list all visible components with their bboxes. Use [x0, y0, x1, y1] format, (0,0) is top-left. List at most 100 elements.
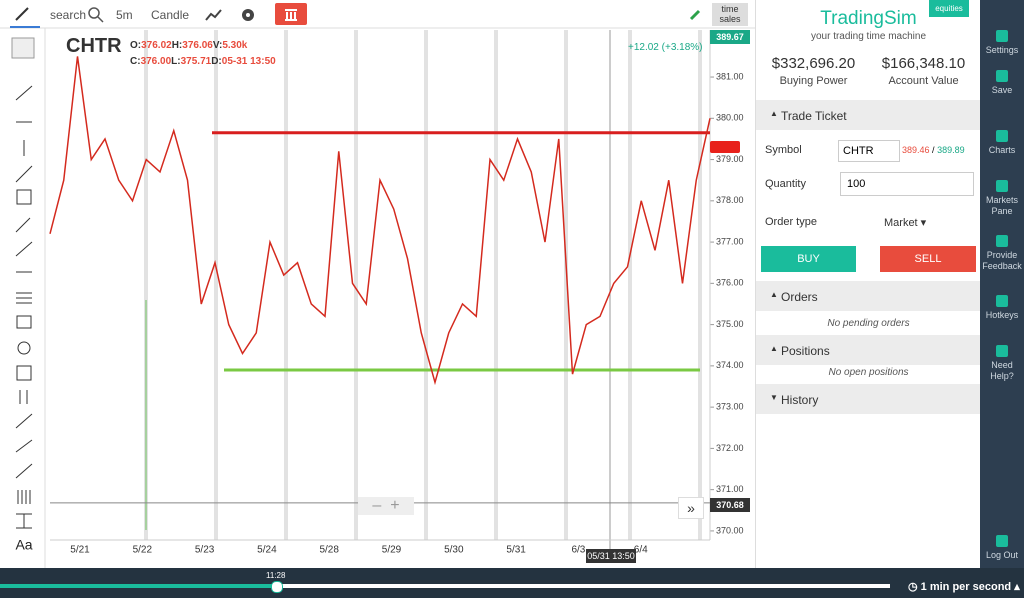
ohlc-label: L: — [171, 56, 181, 67]
quote-sep: / — [932, 145, 935, 155]
chart-icons[interactable] — [204, 6, 264, 24]
search[interactable]: search — [50, 8, 87, 22]
sidebar-icon — [996, 235, 1008, 247]
quantity-label: Quantity — [765, 178, 806, 190]
history-header[interactable]: ▼ History — [756, 384, 981, 414]
text-tool[interactable]: Aa — [15, 537, 32, 553]
ohlc-item: V:5.30k — [213, 38, 247, 54]
x-tick-label: 5/30 — [444, 545, 464, 556]
ohlc-label: H: — [171, 40, 183, 51]
sidebar-item[interactable]: Save — [980, 70, 1024, 96]
sidebar-icon — [996, 70, 1008, 82]
orders-header[interactable]: ▲ Orders — [756, 281, 981, 311]
draw-button[interactable] — [10, 4, 40, 28]
chart-bg — [0, 0, 755, 568]
y-tick-label: 371.00 — [716, 484, 744, 494]
y-tick-label: 381.00 — [716, 71, 744, 81]
sidebar-label: Markets Pane — [985, 195, 1018, 216]
y-tick-label: 372.00 — [716, 443, 744, 453]
history-title: History — [781, 393, 819, 407]
sidebar-label: Settings — [985, 45, 1019, 55]
brand: TradingSim — [820, 8, 917, 29]
playhead[interactable] — [271, 581, 283, 593]
sidebar-label: Provide Feedback — [982, 250, 1022, 271]
ohlc-item: D:05-31 13:50 — [211, 54, 276, 70]
ohlc-item: O:376.02 — [130, 38, 172, 54]
y-tick-label: 380.00 — [716, 113, 744, 123]
zoom-controls[interactable]: – + — [358, 497, 414, 515]
y-tick-label: 375.00 — [716, 319, 744, 329]
x-tick-label: 5/23 — [195, 545, 215, 556]
badge: equities — [929, 0, 969, 17]
playback-time: 11:28 — [266, 571, 286, 580]
x-tick-label: 6/3 — [571, 545, 585, 556]
ohlc-item: H:376.06 — [172, 38, 213, 54]
cursor-time: 05/31 13:50 — [586, 549, 636, 563]
positions-empty: No open positions — [828, 367, 909, 378]
sidebar-item[interactable]: Log Out — [980, 535, 1024, 561]
bid: 389.46 — [902, 145, 930, 155]
ask: 389.89 — [937, 145, 965, 155]
y-tick-label: 378.00 — [716, 195, 744, 205]
ticket-header[interactable]: ▲ Trade Ticket — [756, 100, 981, 130]
x-tick-label: 5/21 — [70, 545, 90, 556]
y-tick-label: 373.00 — [716, 402, 744, 412]
progress — [0, 584, 276, 588]
order-type[interactable]: Market ▾ — [884, 217, 927, 229]
panel: TradingSim equities your trading time ma… — [755, 0, 981, 568]
account-value: $166,348.10 — [881, 55, 966, 72]
ohlc-label: V: — [212, 40, 223, 51]
buying-power: $332,696.20 — [771, 55, 856, 72]
ohlc-item: C:376.00 — [130, 54, 171, 70]
sidebar-item[interactable]: Settings — [980, 30, 1024, 56]
symbol-label: Symbol — [765, 144, 802, 156]
x-tick-label: 5/31 — [506, 545, 526, 556]
x-tick-label: 5/22 — [133, 545, 153, 556]
sidebar: Settings Save Charts Markets Pane Provide Fe… — [980, 0, 1024, 568]
time-sales-button[interactable]: time sales — [712, 3, 748, 26]
positions-title: Positions — [781, 344, 830, 358]
bank-button[interactable] — [275, 3, 307, 25]
ohlc-label: C: — [130, 56, 141, 67]
ohlc: O:376.02H:376.06V:5.30k C:376.00L:375.71D… — [130, 38, 300, 70]
buy-button[interactable]: BUY — [761, 246, 856, 272]
speed-text: 1 min per second — [920, 581, 1012, 593]
x-tick-label: 5/28 — [319, 545, 339, 556]
positions-header[interactable]: ▲ Positions — [756, 335, 981, 365]
scroll-right[interactable]: » — [678, 497, 704, 519]
y-tick-label: 379.00 — [716, 154, 744, 164]
sidebar-item[interactable]: Charts — [980, 130, 1024, 156]
orders-empty: No pending orders — [827, 318, 910, 329]
crosshair-tool[interactable] — [11, 37, 35, 59]
ohlc-value: 5.30k — [222, 40, 248, 51]
ohlc-value: 376.00 — [140, 56, 172, 67]
link-icon[interactable] — [688, 8, 702, 22]
speed[interactable]: ◷ 1 min per second ▴ — [908, 581, 1020, 593]
quote: 389.46 / 389.89 — [902, 145, 965, 155]
y-tick-label: 377.00 — [716, 236, 744, 246]
buying-power-label: Buying Power — [779, 75, 848, 87]
price-line — [49, 56, 711, 386]
ohlc-label: O: — [130, 40, 142, 51]
chart-style[interactable]: Candle — [151, 8, 190, 22]
sidebar-item[interactable]: Provide Feedback — [980, 235, 1024, 272]
ohlc-value: 05-31 13:50 — [221, 56, 276, 67]
ohlc-item: L:375.71 — [171, 54, 211, 70]
sell-button[interactable]: SELL — [880, 246, 976, 272]
interval[interactable]: 5m — [116, 8, 133, 22]
sidebar-icon — [996, 535, 1008, 547]
search-icon[interactable] — [88, 7, 104, 23]
quantity-input[interactable]: 100 — [840, 172, 974, 196]
sidebar-item[interactable]: Need Help? — [980, 345, 1024, 382]
sidebar-icon — [996, 180, 1008, 192]
x-tick-label: 6/4 — [634, 545, 648, 556]
sidebar-item[interactable]: Hotkeys — [980, 295, 1024, 321]
tagline: your trading time machine — [810, 31, 927, 42]
price-marker — [710, 141, 740, 153]
ohlc-label: D: — [211, 56, 222, 67]
symbol-input[interactable]: CHTR — [838, 140, 900, 162]
ohlc-value: 375.71 — [180, 56, 212, 67]
change: +12.02 (+3.18%) — [628, 42, 703, 53]
sidebar-item[interactable]: Markets Pane — [980, 180, 1024, 217]
